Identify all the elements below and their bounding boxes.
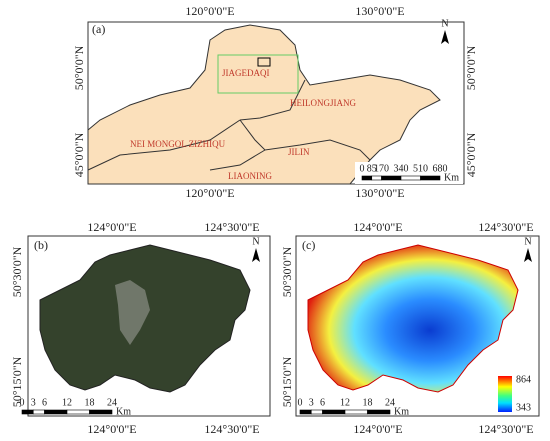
region-name: NEI MONGOL ZIZHIQU bbox=[130, 139, 226, 149]
scale-segment bbox=[310, 409, 323, 415]
study-box bbox=[217, 54, 299, 94]
scale-segment bbox=[299, 409, 312, 415]
lat-label: 50°15'0"N bbox=[10, 356, 24, 407]
site-box bbox=[257, 57, 271, 67]
north-arrow bbox=[524, 248, 532, 262]
panel-b: (b) 124°0'0"E 124°30'0"E 124°0'0"E 124°3… bbox=[10, 220, 271, 436]
panel-label: (b) bbox=[34, 238, 48, 252]
scale-label: 0 bbox=[298, 397, 303, 408]
lon-label: 130°0'0"E bbox=[355, 186, 404, 200]
scale-label: 18 bbox=[85, 397, 95, 408]
scale-label: 510 bbox=[413, 163, 428, 174]
panel-label: (a) bbox=[92, 22, 105, 36]
scale-segment bbox=[89, 409, 113, 415]
boundary bbox=[87, 119, 241, 171]
scale-segment bbox=[420, 175, 441, 181]
scale-segment bbox=[400, 175, 421, 181]
scale-label: 24 bbox=[107, 397, 117, 408]
lon-label: 124°0'0"E bbox=[353, 422, 402, 436]
north-arrow bbox=[252, 248, 260, 262]
scale-label: 12 bbox=[62, 397, 72, 408]
urban-area bbox=[115, 280, 150, 345]
lat-label: 45°0'0"N bbox=[464, 132, 478, 177]
scale-segment bbox=[344, 409, 368, 415]
scale-segment bbox=[381, 175, 402, 181]
scale-segment bbox=[66, 409, 90, 415]
region-name: JIAGEDAQI bbox=[222, 68, 270, 78]
scale-label: 340 bbox=[394, 163, 409, 174]
scale-label: 0 bbox=[360, 163, 365, 174]
lon-label: 124°0'0"E bbox=[87, 220, 136, 234]
lat-label: 45°0'0"N bbox=[72, 132, 86, 177]
scale-label: 3 bbox=[309, 397, 314, 408]
scale-unit: Km bbox=[444, 172, 459, 183]
scale-label: 6 bbox=[320, 397, 325, 408]
scale-label: 3 bbox=[31, 397, 36, 408]
lon-label: 124°0'0"E bbox=[87, 422, 136, 436]
scale-segment bbox=[371, 175, 382, 181]
north-label: N bbox=[252, 236, 259, 247]
lon-label: 124°30'0"E bbox=[478, 220, 533, 234]
lon-label: 120°0'0"E bbox=[185, 4, 234, 18]
scale-unit: Km bbox=[394, 406, 409, 417]
boundary bbox=[209, 149, 266, 171]
lon-label: 130°0'0"E bbox=[355, 4, 404, 18]
scale-segment bbox=[322, 409, 346, 415]
lon-label: 124°30'0"E bbox=[204, 422, 259, 436]
scale-segment bbox=[361, 175, 373, 181]
lon-label: 124°30'0"E bbox=[204, 220, 259, 234]
scale-segment bbox=[44, 409, 68, 415]
scale-label: 24 bbox=[385, 397, 395, 408]
region-name: HEILONGJIANG bbox=[290, 98, 356, 108]
lat-label: 50°15'0"N bbox=[280, 356, 294, 407]
north-arrow bbox=[441, 30, 449, 44]
legend-max: 864 bbox=[516, 374, 531, 385]
panel-label: (c) bbox=[302, 238, 315, 252]
lat-label: 50°0'0"N bbox=[72, 45, 86, 90]
boundary bbox=[239, 119, 371, 161]
scale-label: 18 bbox=[363, 397, 373, 408]
north-label: N bbox=[441, 18, 448, 29]
elevation-map bbox=[307, 244, 519, 393]
scale-label: 12 bbox=[340, 397, 350, 408]
north-label: N bbox=[524, 236, 531, 247]
lat-label: 50°30'0"N bbox=[280, 246, 294, 297]
scale-label: 170 bbox=[374, 163, 389, 174]
panel-a: (a) 120°0'0"E 130°0'0"E 120°0'0"E 130°0'… bbox=[72, 4, 478, 200]
region-map bbox=[87, 24, 441, 185]
scale-label: 6 bbox=[42, 397, 47, 408]
panel-c: (c) 124°0'0"E 124°30'0"E 124°0'0"E 124°3… bbox=[280, 220, 540, 436]
scale-segment bbox=[32, 409, 45, 415]
lat-label: 50°0'0"N bbox=[464, 45, 478, 90]
region-name: JILIN bbox=[288, 147, 310, 157]
scale-unit: Km bbox=[116, 406, 131, 417]
scale-label: 680 bbox=[433, 163, 448, 174]
lon-label: 120°0'0"E bbox=[185, 186, 234, 200]
legend-min: 343 bbox=[516, 402, 531, 413]
scale-segment bbox=[21, 409, 34, 415]
scale-segment bbox=[367, 409, 391, 415]
boundary bbox=[239, 79, 306, 121]
lon-label: 124°0'0"E bbox=[353, 220, 402, 234]
scale-label: 85 bbox=[367, 163, 377, 174]
legend-ramp bbox=[498, 376, 512, 412]
region-name: LIAONING bbox=[228, 171, 272, 181]
lat-label: 50°30'0"N bbox=[10, 246, 24, 297]
scale-label: 0 bbox=[20, 397, 25, 408]
lon-label: 124°30'0"E bbox=[478, 422, 533, 436]
